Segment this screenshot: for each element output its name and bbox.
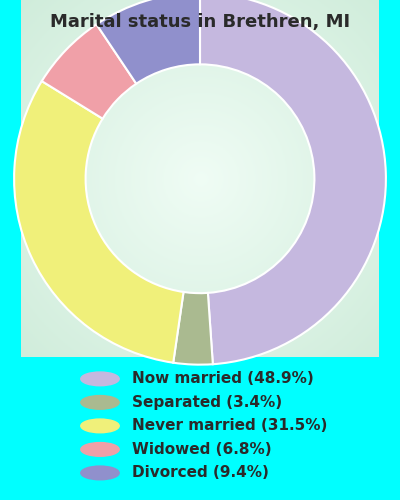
Wedge shape <box>42 24 136 118</box>
Wedge shape <box>173 292 213 364</box>
Wedge shape <box>96 0 200 84</box>
Text: Widowed (6.8%): Widowed (6.8%) <box>132 442 272 457</box>
Circle shape <box>81 372 119 386</box>
Text: Marital status in Brethren, MI: Marital status in Brethren, MI <box>50 12 350 30</box>
Circle shape <box>81 466 119 480</box>
Circle shape <box>81 442 119 456</box>
Text: Separated (3.4%): Separated (3.4%) <box>132 395 282 410</box>
Text: Never married (31.5%): Never married (31.5%) <box>132 418 327 434</box>
Wedge shape <box>200 0 386 364</box>
Circle shape <box>81 419 119 432</box>
Text: Now married (48.9%): Now married (48.9%) <box>132 372 314 386</box>
Text: Divorced (9.4%): Divorced (9.4%) <box>132 466 269 480</box>
Circle shape <box>81 396 119 409</box>
Wedge shape <box>14 81 184 362</box>
